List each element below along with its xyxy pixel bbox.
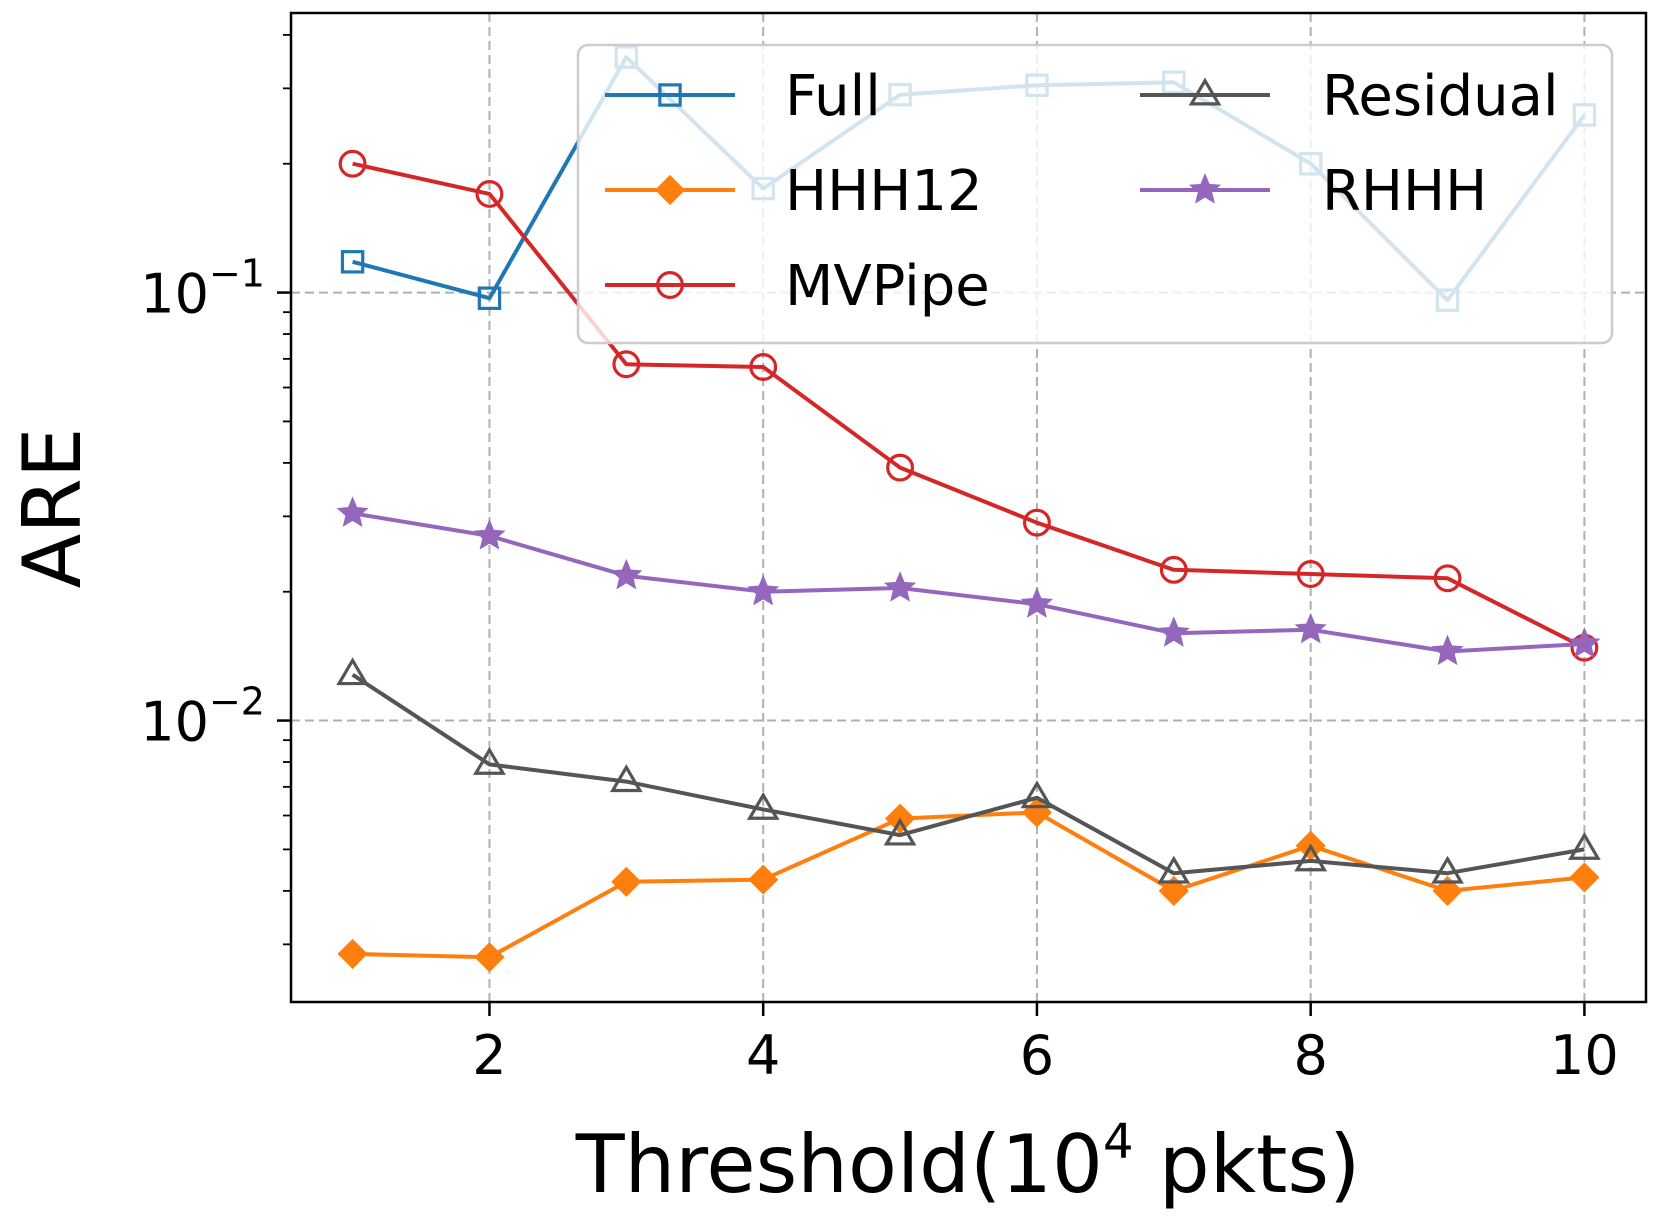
x-tick-label: 4	[746, 1024, 780, 1087]
point-residual	[473, 746, 506, 775]
point-rhhh	[1020, 587, 1054, 618]
point-residual	[1157, 855, 1191, 884]
point-mvpipe	[749, 353, 778, 381]
legend-marker-mvpipe	[656, 271, 684, 299]
legend-marker-hhh12	[654, 174, 686, 206]
series-rhhh	[336, 496, 1601, 666]
point-rhhh	[610, 558, 643, 590]
x-axis-title: Threshold(104 pkts)	[575, 1114, 1361, 1211]
point-mvpipe	[1022, 508, 1051, 537]
legend-item-rhhh: RHHH	[1140, 159, 1487, 224]
point-residual	[1020, 780, 1054, 809]
point-residual	[1568, 831, 1601, 860]
point-mvpipe	[612, 350, 641, 379]
point-rhhh	[473, 519, 506, 550]
legend: Full HHH12 MVPipe Residual RHHH	[605, 64, 1559, 319]
point-hhh12	[474, 942, 505, 973]
x-axis-title-main: Threshold(10	[575, 1118, 1103, 1211]
point-mvpipe	[1433, 564, 1462, 593]
legend-item-full: Full	[605, 64, 881, 129]
series-line-mvpipe	[352, 161, 1586, 650]
series-line-hhh12	[352, 810, 1585, 960]
point-rhhh	[1431, 634, 1464, 666]
series-residual	[336, 657, 1601, 884]
legend-marker-rhhh	[1188, 173, 1222, 204]
x-tick-label: 2	[472, 1024, 506, 1087]
point-hhh12	[1569, 862, 1600, 893]
y-axis-title: ARE	[6, 428, 99, 589]
point-hhh12	[748, 864, 779, 895]
legend-label-mvpipe: MVPipe	[785, 254, 990, 319]
point-hhh12	[611, 866, 642, 897]
legend-label-residual: Residual	[1322, 64, 1559, 129]
x-tick-label: 8	[1293, 1024, 1327, 1087]
point-mvpipe	[886, 453, 915, 482]
point-residual	[609, 764, 643, 793]
legend-marker-residual	[1188, 77, 1222, 106]
plot-frame	[289, 11, 1648, 1004]
point-rhhh	[883, 571, 917, 602]
series-line-residual	[351, 673, 1585, 876]
legend-label-rhhh: RHHH	[1322, 159, 1487, 224]
point-full	[340, 250, 365, 274]
legend-label-hhh12: HHH12	[785, 159, 983, 224]
series-hhh12	[337, 797, 1600, 973]
y-tick-label: 10−1	[140, 252, 265, 326]
series-line-rhhh	[352, 511, 1585, 654]
point-rhhh	[1294, 612, 1327, 644]
point-mvpipe	[1159, 555, 1188, 584]
point-hhh12	[1158, 875, 1189, 906]
x-tick-label: 10	[1550, 1024, 1619, 1087]
legend-item-residual: Residual	[1140, 64, 1559, 129]
point-residual	[746, 791, 780, 820]
x-axis-title-exponent: 4	[1103, 1114, 1134, 1170]
legend-marker-full	[658, 83, 682, 107]
point-rhhh	[336, 496, 369, 527]
point-hhh12	[337, 938, 368, 969]
series-mvpipe	[338, 149, 1599, 662]
y-tick-label: 10−2	[140, 680, 265, 754]
point-mvpipe	[1296, 560, 1325, 588]
point-mvpipe	[475, 179, 504, 208]
legend-box	[576, 43, 1614, 345]
point-rhhh	[1568, 627, 1601, 658]
point-residual	[883, 817, 917, 846]
point-hhh12	[1432, 875, 1463, 906]
point-mvpipe	[338, 149, 367, 178]
point-rhhh	[747, 574, 780, 606]
legend-label-full: Full	[785, 64, 881, 129]
legend-item-hhh12: HHH12	[605, 159, 983, 224]
axis-ticks: 2 4 6 8 10 10−1 10−2	[140, 33, 1619, 1087]
point-residual	[1294, 843, 1328, 872]
point-rhhh	[1157, 616, 1190, 647]
point-residual	[336, 657, 369, 686]
point-full	[477, 286, 502, 310]
legend-item-mvpipe: MVPipe	[605, 254, 990, 319]
x-axis-title-suffix: pkts)	[1134, 1118, 1361, 1211]
point-residual	[1431, 855, 1464, 884]
x-tick-label: 6	[1020, 1024, 1054, 1087]
